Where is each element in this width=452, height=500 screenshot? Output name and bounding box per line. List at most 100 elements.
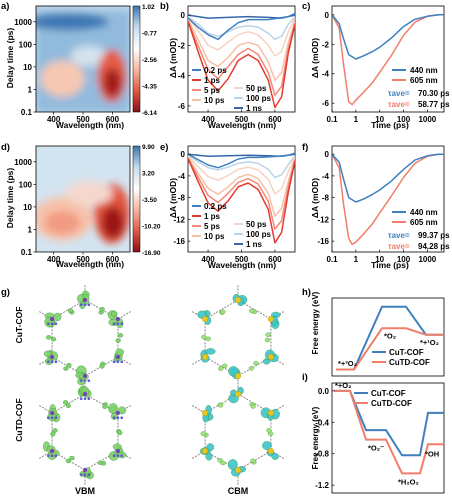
tau-label: τave= bbox=[388, 89, 410, 98]
orbital-lobe bbox=[234, 296, 242, 304]
tau-value: 58.77 ps bbox=[418, 100, 450, 109]
state-label: *+¹O₂ bbox=[420, 338, 439, 347]
legend-label: 1 ns bbox=[246, 104, 263, 113]
x-tick-label: 100 bbox=[397, 115, 411, 124]
orbital-lobe bbox=[265, 332, 271, 337]
series-line bbox=[188, 157, 295, 230]
x-tick-label: 600 bbox=[268, 255, 282, 264]
x-tick-label: 0.1 bbox=[326, 255, 338, 264]
y-tick-label: -2 bbox=[322, 40, 330, 49]
legend-label: 5 ps bbox=[204, 86, 221, 95]
structure-cbm bbox=[191, 284, 285, 392]
state-label: *+O₂ bbox=[335, 381, 351, 390]
colorbar-tick-label: -4.35 bbox=[142, 84, 157, 91]
colorbar-tick-label: -10.20 bbox=[142, 224, 161, 231]
legend-label: 0.2 ps bbox=[204, 66, 227, 75]
nitrogen-atom bbox=[46, 322, 50, 326]
series-line bbox=[188, 156, 295, 217]
state-label: *O₂ bbox=[384, 331, 396, 340]
y-tick-label: -4 bbox=[322, 70, 330, 79]
y-tick-label: 0 bbox=[181, 150, 186, 159]
state-label: *+³O₂ bbox=[338, 359, 357, 368]
orbital-lobe bbox=[110, 412, 118, 420]
orbital-lobe bbox=[50, 431, 56, 437]
panel-c-ylabel: ΔA (mOD) bbox=[310, 38, 320, 78]
bond bbox=[191, 356, 206, 366]
orbital-lobe bbox=[69, 455, 75, 461]
y-tick-label: -16 bbox=[173, 237, 185, 246]
copper-atom bbox=[50, 448, 55, 454]
heatmap-blob bbox=[101, 206, 124, 239]
panel-letter-d: d) bbox=[1, 142, 10, 153]
legend-label: 440 nm bbox=[410, 208, 438, 217]
orbital-lobe bbox=[218, 366, 224, 371]
x-tick-label: 400 bbox=[201, 115, 215, 124]
copper-atom bbox=[82, 467, 88, 473]
structure-vbm bbox=[38, 284, 132, 392]
orbital-lobe bbox=[117, 406, 127, 415]
x-tick-label: 1000 bbox=[418, 255, 436, 264]
tau-value: 99.37 ps bbox=[418, 231, 450, 240]
x-tick-label: 1000 bbox=[418, 115, 436, 124]
legend-label: 10 ps bbox=[204, 96, 225, 105]
x-tick-label: 1 bbox=[354, 255, 359, 264]
colorbar-tick-label: 3.20 bbox=[142, 171, 155, 178]
nitrogen-atom bbox=[46, 360, 50, 364]
panel-e-ylabel: ΔA (mOD) bbox=[168, 178, 178, 218]
series-line bbox=[188, 17, 295, 57]
bond bbox=[191, 450, 206, 460]
orbital-lobe bbox=[102, 404, 108, 409]
orbital-lobe bbox=[205, 452, 213, 461]
orbital-lobe bbox=[115, 348, 124, 356]
series-line bbox=[188, 155, 295, 195]
nitrogen-atom bbox=[54, 322, 58, 326]
orbital-lobe bbox=[50, 336, 57, 342]
nitrogen-atom bbox=[54, 416, 58, 420]
x-tick-label: 500 bbox=[235, 115, 249, 124]
copper-atom bbox=[115, 448, 120, 454]
y-tick-label: 0 bbox=[181, 11, 186, 20]
nitrogen-atom bbox=[87, 379, 91, 383]
nitrogen-atom bbox=[116, 360, 120, 364]
orbital-lobe bbox=[234, 390, 242, 398]
panel-letters: a) b) c) d) e) f) g) h) i) bbox=[1, 1, 311, 383]
legend-label: 1 ns bbox=[246, 240, 263, 249]
orbital-lobe bbox=[264, 337, 271, 343]
col-label-vbm: VBM bbox=[75, 486, 95, 496]
x-tick-label: 100 bbox=[397, 255, 411, 264]
nitrogen-atom bbox=[120, 360, 124, 364]
orbital-lobe bbox=[53, 312, 62, 322]
y-tick-label: -8 bbox=[178, 194, 186, 203]
orbital-lobe bbox=[200, 431, 206, 436]
nitrogen-atom bbox=[116, 416, 120, 420]
orbital-lobe bbox=[115, 338, 121, 343]
orbital-lobe bbox=[112, 443, 122, 450]
y-tick-label: -0.4 bbox=[315, 418, 329, 427]
energy-path bbox=[334, 389, 444, 475]
y-tick-label: 1 bbox=[28, 85, 33, 94]
bond bbox=[270, 404, 285, 414]
orbital-lobe bbox=[249, 308, 255, 314]
series-line bbox=[188, 19, 295, 81]
x-tick-label: 500 bbox=[235, 255, 249, 264]
plot-frame bbox=[331, 382, 445, 494]
y-tick-label: -6 bbox=[178, 102, 186, 111]
orbital-lobe bbox=[267, 409, 274, 417]
orbital-lobe bbox=[117, 333, 124, 338]
copper-atom bbox=[50, 354, 55, 360]
x-tick-label: 600 bbox=[268, 115, 282, 124]
row-label-cut: CuT-COF bbox=[14, 307, 24, 344]
nitrogen-atom bbox=[112, 360, 116, 364]
x-tick-label: 10 bbox=[375, 115, 384, 124]
plot-frame bbox=[331, 297, 445, 377]
nitrogen-atom bbox=[83, 473, 87, 477]
y-tick-label: 10 bbox=[23, 203, 32, 212]
orbital-lobe bbox=[271, 453, 279, 460]
x-tick-label: 600 bbox=[106, 255, 120, 264]
nitrogen-atom bbox=[46, 454, 50, 458]
orbital-lobe bbox=[202, 353, 209, 361]
nitrogen-atom bbox=[120, 322, 124, 326]
y-tick-label: -2 bbox=[178, 41, 186, 50]
panel-h: Free energy (eV) *+³O₂ *O₂ *+¹O₂CuT-COFCuT… bbox=[311, 291, 445, 377]
y-tick-label: -1.2 bbox=[315, 481, 329, 490]
